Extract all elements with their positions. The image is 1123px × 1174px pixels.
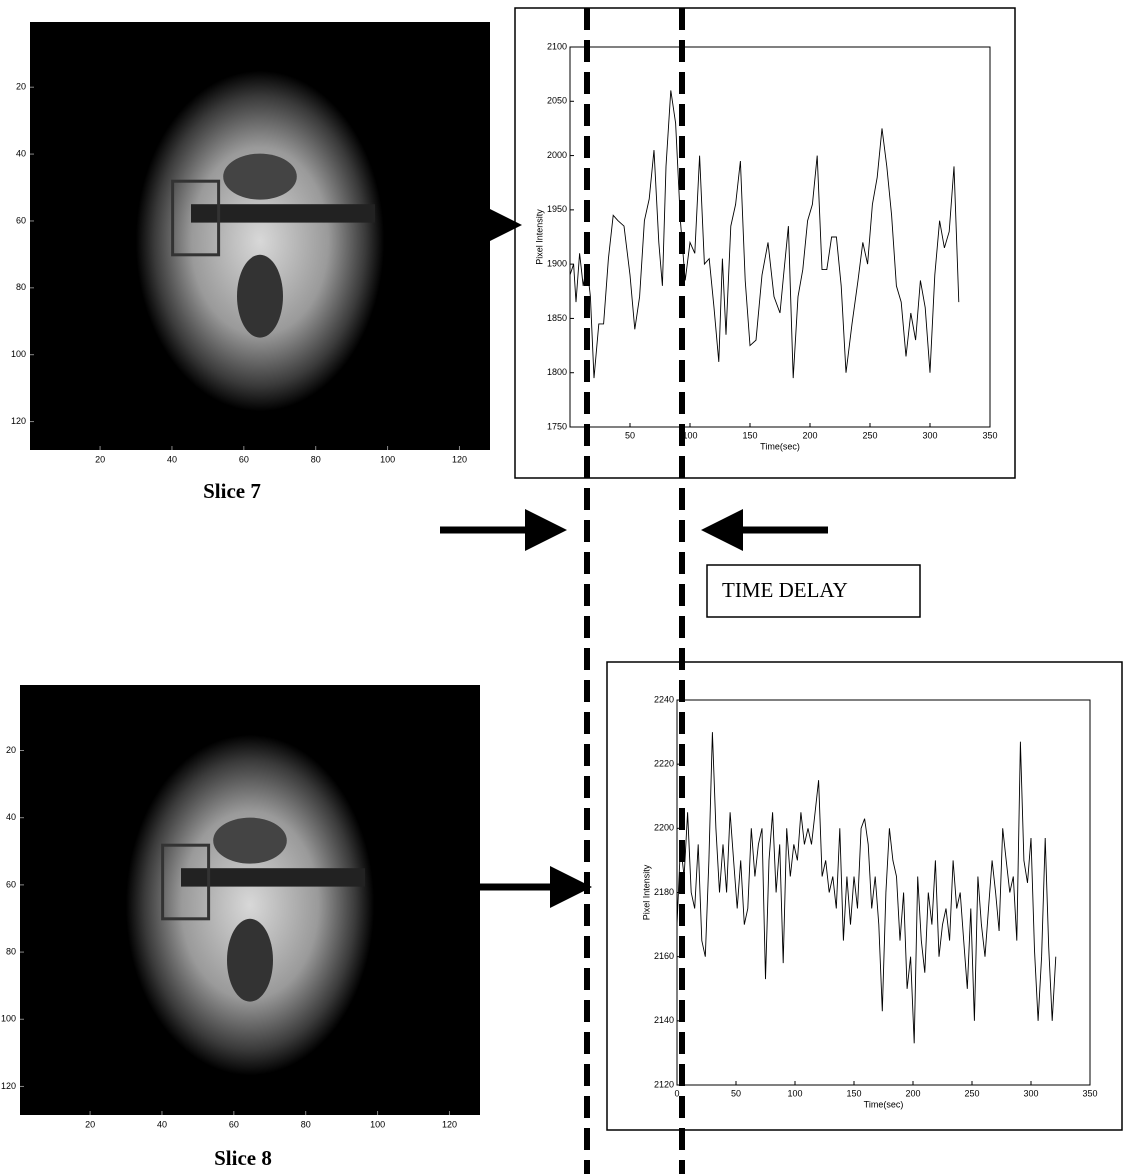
brain-detail [237, 254, 283, 338]
x-tick-label: 80 [311, 454, 321, 464]
y-tick-label: 100 [1, 1014, 16, 1024]
y-tick-label: 1950 [547, 204, 567, 214]
x-tick-label: 20 [85, 1119, 95, 1129]
roi-bar [191, 204, 375, 223]
x-tick-label: 20 [95, 454, 105, 464]
y-axis-label: Pixel Intensity [534, 209, 544, 265]
x-tick-label: 150 [846, 1088, 861, 1098]
x-tick-label: 250 [964, 1088, 979, 1098]
y-tick-label: 40 [6, 812, 16, 822]
x-tick-label: 60 [229, 1119, 239, 1129]
caption: Slice 8 [214, 1146, 272, 1170]
y-tick-label: 2240 [654, 694, 674, 704]
x-tick-label: 0 [674, 1088, 679, 1098]
x-axis-label: Time(sec) [864, 1099, 904, 1109]
roi-box [171, 179, 221, 257]
x-tick-label: 100 [682, 430, 697, 440]
data-line [569, 90, 960, 379]
x-tick-label: 100 [787, 1088, 802, 1098]
brain-detail [213, 817, 287, 864]
y-tick-label: 1800 [547, 367, 567, 377]
y-axis-label: Pixel Intensity [641, 864, 651, 920]
x-tick-label: 250 [862, 430, 877, 440]
y-tick-label: 80 [16, 282, 26, 292]
x-tick-label: 300 [922, 430, 937, 440]
x-tick-label: 150 [742, 430, 757, 440]
y-tick-label: 60 [16, 215, 26, 225]
brain-detail [223, 153, 297, 200]
y-tick-label: 20 [6, 745, 16, 755]
y-tick-label: 2180 [654, 887, 674, 897]
y-tick-label: 2160 [654, 951, 674, 961]
x-tick-label: 200 [802, 430, 817, 440]
brain-detail [227, 918, 273, 1002]
x-tick-label: 120 [442, 1119, 457, 1129]
x-tick-label: 50 [625, 430, 635, 440]
y-tick-label: 2200 [654, 823, 674, 833]
x-tick-label: 100 [380, 454, 395, 464]
brain-image [135, 70, 385, 412]
caption: Slice 7 [203, 479, 261, 503]
y-tick-label: 20 [16, 82, 26, 92]
x-tick-label: 40 [157, 1119, 167, 1129]
brain-image [125, 734, 375, 1076]
y-tick-label: 80 [6, 946, 16, 956]
charts: 20 40 60 80 100 120 20 40 60 80 100 120 Slice 7 1750 1… [1, 22, 1098, 1170]
y-tick-label: 2220 [654, 759, 674, 769]
x-tick-label: 60 [239, 454, 249, 464]
plot-area [569, 46, 991, 428]
annotation: TIME DELAY [722, 578, 848, 602]
y-tick-label: 120 [1, 1081, 16, 1091]
roi-bar [181, 868, 365, 887]
y-tick-label: 2120 [654, 1079, 674, 1089]
x-axis-label: Time(sec) [760, 441, 800, 451]
y-tick-label: 2140 [654, 1015, 674, 1025]
x-tick-label: 300 [1023, 1088, 1038, 1098]
roi-box [161, 843, 211, 921]
y-tick-label: 1900 [547, 259, 567, 269]
y-tick-label: 40 [16, 148, 26, 158]
y-tick-label: 120 [11, 416, 26, 426]
data-line [676, 732, 1057, 1044]
x-tick-label: 80 [301, 1119, 311, 1129]
y-tick-label: 60 [6, 879, 16, 889]
x-tick-label: 100 [370, 1119, 385, 1129]
y-tick-label: 1850 [547, 313, 567, 323]
y-tick-label: 100 [11, 349, 26, 359]
x-tick-label: 50 [731, 1088, 741, 1098]
plot-area [676, 699, 1091, 1086]
annotation-box [706, 564, 921, 618]
x-tick-label: 350 [1082, 1088, 1097, 1098]
x-tick-label: 120 [452, 454, 467, 464]
y-tick-label: 2000 [547, 150, 567, 160]
y-tick-label: 1750 [547, 421, 567, 431]
y-tick-label: 2050 [547, 96, 567, 106]
panel-frame [606, 661, 1123, 1131]
x-tick-label: 350 [982, 430, 997, 440]
x-tick-label: 40 [167, 454, 177, 464]
y-tick-label: 2100 [547, 41, 567, 51]
x-tick-label: 200 [905, 1088, 920, 1098]
